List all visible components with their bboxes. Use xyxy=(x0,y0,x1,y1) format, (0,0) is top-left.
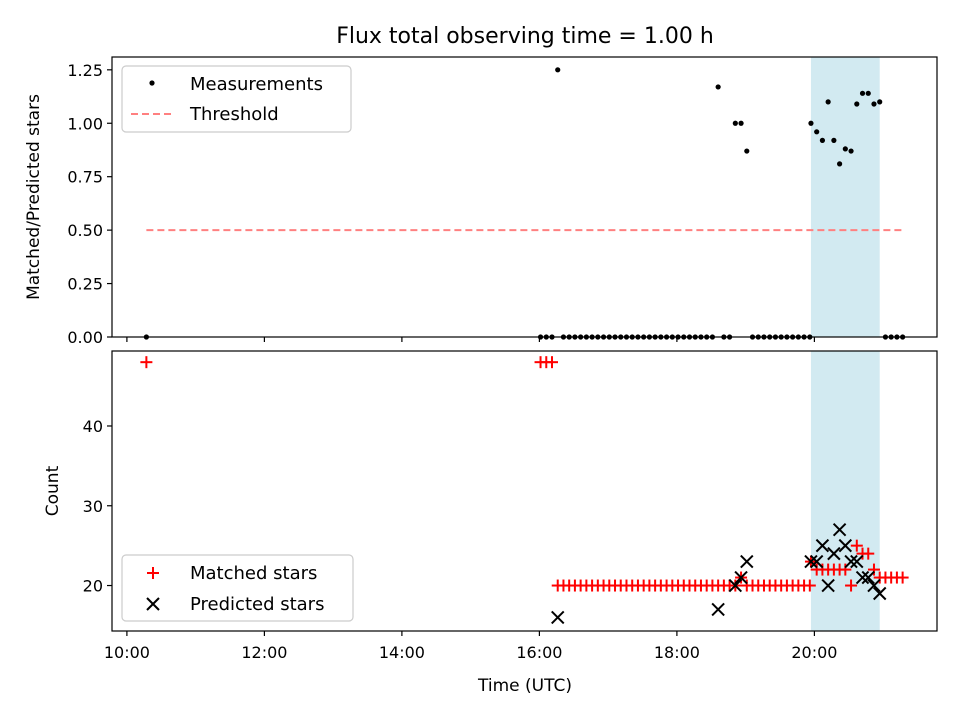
predicted-star-point xyxy=(861,570,875,585)
predicted-star-point xyxy=(838,538,853,553)
top-highlight-rect xyxy=(810,57,880,337)
matched-star-point xyxy=(867,563,880,576)
measurement-point xyxy=(744,148,750,154)
legend-threshold-label: Threshold xyxy=(189,104,279,125)
bottom-y-label: Count xyxy=(43,465,63,516)
predicted-star-point xyxy=(740,554,754,569)
legend-matched-label: Matched stars xyxy=(190,563,317,584)
top-y-tick-label: 0.75 xyxy=(67,168,103,187)
matched-star-point xyxy=(839,563,852,576)
predicted-star-point xyxy=(804,554,818,569)
measurement-point xyxy=(819,137,826,143)
bottom-plot-marks xyxy=(140,356,909,625)
x-axis-label: Time (UTC) xyxy=(477,676,572,696)
top-panel: 0.00 0.25 0.50 0.75 1.00 1.25 Matched/Predict… xyxy=(24,56,938,347)
predicted-star-point xyxy=(867,578,881,593)
measurement-point xyxy=(865,90,871,96)
top-y-tick-label: 0.50 xyxy=(67,221,103,240)
x-tick-label: 20:00 xyxy=(791,643,837,662)
x-tick-label: 14:00 xyxy=(379,643,425,662)
matched-star-point xyxy=(850,539,863,552)
bottom-highlight-rect xyxy=(810,351,880,631)
measurement-point xyxy=(738,120,744,126)
chart-title: Flux total observing time = 1.00 h xyxy=(336,24,714,49)
top-y-axis: 0.00 0.25 0.50 0.75 1.00 1.25 xyxy=(67,61,112,347)
top-y-tick-label: 1.25 xyxy=(67,61,103,80)
matched-star-point xyxy=(546,356,558,369)
x-tick-label: 12:00 xyxy=(241,643,287,662)
predicted-star-point xyxy=(734,570,748,585)
bottom-y-tick-label: 30 xyxy=(83,497,103,516)
top-y-tick-label: 0.25 xyxy=(67,275,103,294)
top-axes-frame xyxy=(111,56,938,338)
measurement-point xyxy=(877,99,883,105)
measurement-point xyxy=(842,146,848,152)
legend-matched-marker xyxy=(147,567,159,579)
predicted-star-point xyxy=(711,602,725,617)
matched-star-point xyxy=(140,356,153,369)
bottom-legend-box xyxy=(121,554,354,622)
measurement-point xyxy=(831,137,837,143)
predicted-star-point xyxy=(855,570,870,585)
bottom-panel: 20 30 40 10:00 12:00 14:00 16:00 18:00 20:00 Co… xyxy=(43,350,938,696)
predicted-star-point xyxy=(873,586,887,601)
measurement-point xyxy=(555,67,561,73)
top-x-ticks xyxy=(126,337,815,342)
x-tick-label: 18:00 xyxy=(654,643,700,662)
x-tick-label: 16:00 xyxy=(516,643,562,662)
top-legend: Measurements Threshold xyxy=(121,65,352,133)
x-tick-label: 10:00 xyxy=(104,643,150,662)
measurement-point xyxy=(808,120,814,126)
bottom-y-axis: 20 30 40 xyxy=(83,417,112,596)
measurement-point xyxy=(854,101,860,107)
predicted-star-point xyxy=(728,578,743,593)
measurement-point xyxy=(871,101,877,107)
top-legend-box xyxy=(121,65,352,133)
bottom-y-tick-label: 40 xyxy=(83,417,103,436)
top-highlight-span xyxy=(810,57,880,337)
predicted-star-point xyxy=(827,546,841,561)
predicted-star-point xyxy=(815,538,830,553)
top-y-tick-label: 1.00 xyxy=(67,114,103,133)
matched-star-point xyxy=(803,579,816,592)
top-y-label: Matched/Predicted stars xyxy=(24,94,44,300)
legend-measurements-marker xyxy=(149,80,155,86)
matched-star-point xyxy=(896,571,909,584)
predicted-star-point xyxy=(844,554,858,569)
measurement-point xyxy=(848,148,854,154)
legend-predicted-label: Predicted stars xyxy=(190,594,324,615)
measurement-point xyxy=(859,90,866,96)
predicted-star-point xyxy=(821,578,835,593)
measurement-point xyxy=(715,84,721,90)
predicted-star-point xyxy=(850,554,864,569)
bottom-highlight-span xyxy=(810,351,880,631)
measurement-point xyxy=(732,120,738,126)
predicted-star-point xyxy=(809,554,824,569)
measurement-point xyxy=(837,161,843,167)
predicted-star-point xyxy=(832,522,847,537)
top-y-tick-label: 0.00 xyxy=(67,328,103,347)
predicted-star-point xyxy=(551,610,565,625)
measurement-point xyxy=(814,129,820,135)
legend-measurements-label: Measurements xyxy=(190,74,323,95)
matched-star-point xyxy=(845,579,858,592)
bottom-legend: Matched stars Predicted stars xyxy=(121,554,354,622)
bottom-axes-frame xyxy=(111,350,938,632)
legend-predicted-marker xyxy=(146,597,160,611)
bottom-y-tick-label: 20 xyxy=(83,577,103,596)
measurement-point xyxy=(825,99,831,105)
matched-star-point xyxy=(862,547,875,560)
bottom-x-axis: 10:00 12:00 14:00 16:00 18:00 20:00 xyxy=(104,631,837,662)
